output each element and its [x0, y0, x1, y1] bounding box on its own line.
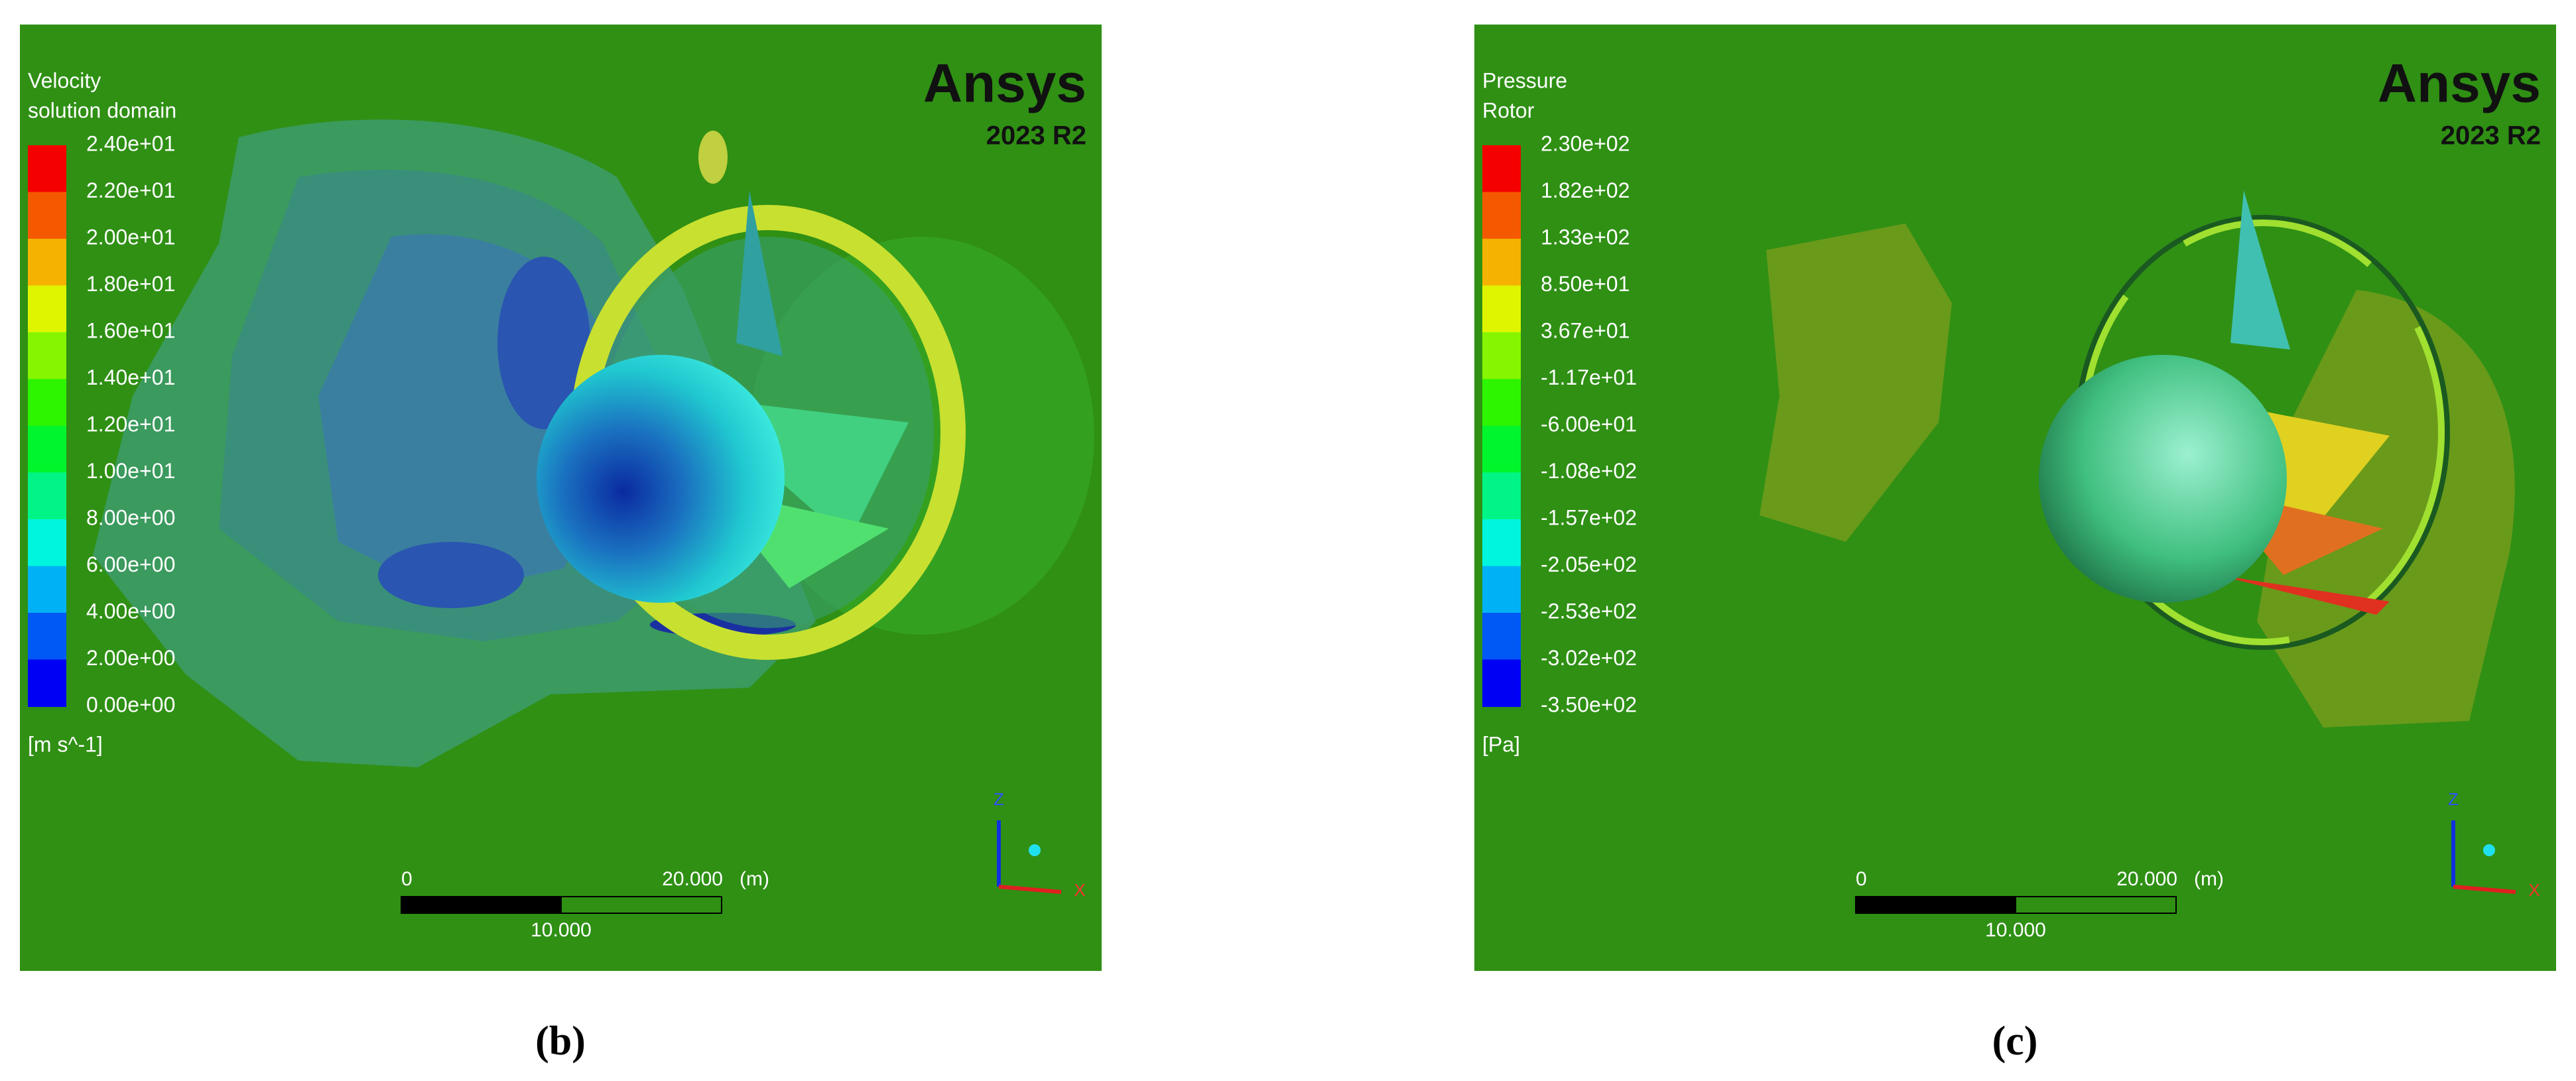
axis-y — [1029, 844, 1041, 856]
legend-label: 8.50e+01 — [1541, 272, 1630, 296]
legend-swatch — [28, 192, 66, 239]
axis-label-x: X — [2528, 880, 2540, 900]
legend-swatch — [28, 239, 66, 286]
axis-x — [2453, 885, 2516, 894]
legend-label: 1.40e+01 — [86, 365, 175, 389]
legend-label: -1.08e+02 — [1541, 459, 1637, 483]
legend-subtitle: Rotor — [1482, 98, 1535, 122]
legend-label: 2.00e+00 — [86, 646, 175, 670]
legend-label: -1.57e+02 — [1541, 505, 1637, 529]
legend-label: 2.00e+01 — [86, 225, 175, 249]
caption: (c) — [1992, 1019, 2038, 1064]
pressure-scene — [1474, 25, 2556, 971]
axis-y — [2483, 844, 2495, 856]
scale-start: 0 — [401, 868, 413, 890]
legend-label: 2.20e+01 — [86, 178, 175, 202]
velocity-scene — [20, 25, 1102, 971]
scale-bar-black — [401, 896, 562, 914]
legend-label: 3.67e+01 — [1541, 318, 1630, 342]
axis-x — [998, 885, 1062, 894]
legend-swatch — [1482, 192, 1521, 239]
legend-label: -2.05e+02 — [1541, 552, 1637, 576]
version: 2023 R2 — [986, 121, 1086, 151]
axis-label-z: Z — [994, 789, 1004, 809]
version: 2023 R2 — [2441, 121, 2541, 151]
legend-label: -3.50e+02 — [1541, 692, 1637, 716]
legend-swatch — [1482, 659, 1521, 707]
legend-swatch — [1482, 613, 1521, 661]
legend-label: 2.40e+01 — [86, 131, 175, 155]
scale-unit: (m) — [740, 868, 769, 890]
legend-title: Pressure — [1482, 68, 1567, 92]
legend-label: -1.17e+01 — [1541, 365, 1637, 389]
scale-end: 20.000 — [2116, 868, 2177, 890]
legend-label: 1.20e+01 — [86, 412, 175, 436]
legend-label: 1.82e+02 — [1541, 178, 1630, 202]
scale-bar-white — [560, 896, 722, 914]
panel: Velocity solution domain 2.40e+01 2.20e+01 2… — [28, 54, 1086, 941]
legend-swatch — [28, 332, 66, 380]
legend-unit: [m s^-1] — [28, 732, 103, 756]
legend-label: 4.00e+00 — [86, 599, 175, 623]
axis-label-x: X — [1074, 880, 1085, 900]
legend-label: -3.02e+02 — [1541, 646, 1637, 670]
legend-swatch — [28, 613, 66, 661]
legend-swatch — [1482, 566, 1521, 613]
legend-label: -2.53e+02 — [1541, 599, 1637, 623]
legend-swatch — [28, 285, 66, 333]
legend-swatch — [28, 659, 66, 707]
caption: (b) — [535, 1019, 586, 1064]
legend-label: 6.00e+00 — [86, 552, 175, 576]
legend-swatch — [1482, 145, 1521, 193]
logo: Ansys — [923, 54, 1086, 114]
legend-swatch — [28, 145, 66, 193]
legend-swatch — [1482, 332, 1521, 380]
legend-title: Velocity — [28, 68, 101, 92]
legend-unit: [Pa] — [1482, 732, 1520, 756]
legend-swatch — [1482, 379, 1521, 426]
scale-mid: 10.000 — [531, 919, 592, 941]
legend-label: 8.00e+00 — [86, 505, 175, 529]
legend-swatch — [28, 472, 66, 520]
legend-swatch — [1482, 285, 1521, 333]
scale-bar-black — [1855, 896, 2016, 914]
legend-subtitle: solution domain — [28, 98, 176, 122]
legend-label: 1.33e+02 — [1541, 225, 1630, 249]
legend-swatch — [1482, 239, 1521, 286]
legend-swatch — [28, 566, 66, 613]
legend-label: 1.60e+01 — [86, 318, 175, 342]
legend-label: -6.00e+01 — [1541, 412, 1637, 436]
legend-label: 1.00e+01 — [86, 459, 175, 483]
scale-start: 0 — [1856, 868, 1867, 890]
legend-swatch — [28, 519, 66, 567]
legend-swatch — [28, 379, 66, 426]
scale-unit: (m) — [2194, 868, 2224, 890]
legend-swatch — [28, 426, 66, 474]
legend-swatch — [1482, 472, 1521, 520]
scale-end: 20.000 — [662, 868, 723, 890]
logo: Ansys — [2378, 54, 2541, 114]
legend-label: 0.00e+00 — [86, 692, 175, 716]
legend-swatch — [1482, 426, 1521, 474]
scale-mid: 10.000 — [1985, 919, 2046, 941]
legend-label: 2.30e+02 — [1541, 131, 1630, 155]
scale-bar-white — [2015, 896, 2177, 914]
axis-label-z: Z — [2448, 789, 2459, 809]
legend-swatch — [1482, 519, 1521, 567]
legend-label: 1.80e+01 — [86, 272, 175, 296]
